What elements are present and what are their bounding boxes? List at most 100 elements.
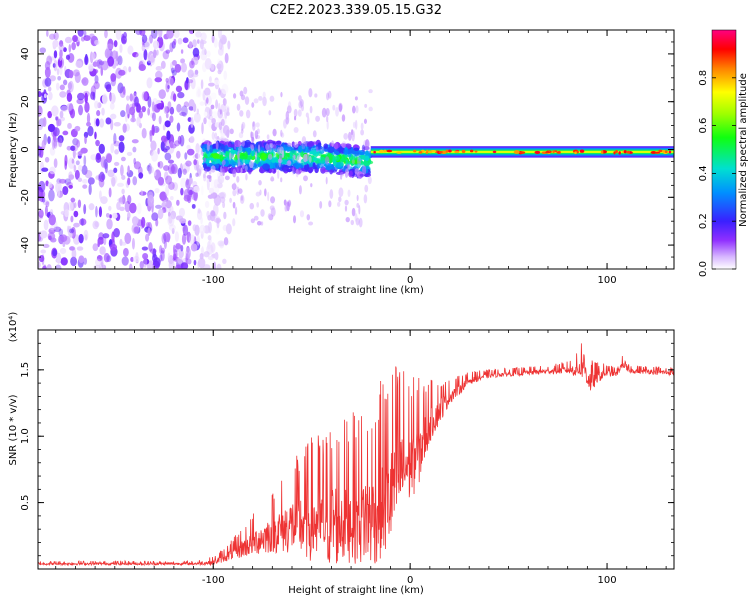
spectrogram-halo-blob — [312, 130, 317, 138]
spectrogram-halo-blob — [338, 187, 344, 198]
spectrogram-halo-blob — [347, 131, 352, 141]
spectrogram-noise-blob — [176, 103, 182, 113]
spectrogram-halo-blob — [315, 115, 320, 122]
spectrogram-noise-blob — [121, 188, 125, 195]
spectrogram-turbulent-blob — [352, 150, 356, 155]
spectrogram-noise-blob — [163, 105, 168, 114]
spectrogram-noise-blob — [53, 31, 59, 41]
spectrogram-noise-blob — [68, 174, 75, 180]
spectrogram-noise-blob — [48, 91, 53, 101]
spectrogram-noise-blob — [118, 69, 126, 76]
spectrogram-halo-blob — [303, 175, 308, 182]
colorbar-ticks: 0.0 0.2 0.4 0.6 0.8 — [698, 70, 736, 277]
spectrogram-noise-blob — [77, 177, 83, 183]
spectrogram-hotspot — [668, 150, 672, 154]
spectrogram-halo-blob — [270, 196, 276, 204]
spectrogram-noise-blob — [187, 79, 194, 84]
snr-y-tick-label: 1.0 — [20, 428, 31, 444]
spectrogram-noise-blob — [152, 40, 160, 49]
spectrogram-noise-blob — [180, 49, 184, 54]
spectrogram-halo-blob — [203, 173, 206, 179]
spectrogram-halo-blob — [355, 105, 359, 114]
spectrogram-noise-blob — [105, 117, 112, 125]
spectrogram-noise-blob — [109, 102, 115, 110]
spectrogram-halo-blob — [262, 91, 266, 98]
spectrogram-noise-blob — [204, 200, 210, 209]
spectrogram-halo-blob — [315, 146, 319, 153]
spectrogram-noise-blob — [202, 89, 206, 101]
spectrogram-noise-blob — [147, 163, 152, 175]
spectrogram-noise-blob — [113, 228, 120, 238]
spectrogram-halo-blob — [206, 141, 210, 152]
spectrogram-noise-blob — [220, 132, 226, 138]
spectrogram-halo-blob — [206, 97, 209, 104]
spectrogram-noise-blob — [63, 47, 67, 53]
spectrogram-halo-blob — [269, 95, 275, 102]
spectrogram-noise-blob — [70, 197, 76, 203]
spectrogram-noise-blob — [173, 38, 177, 46]
spectrogram-noise-blob — [165, 184, 169, 197]
spectrogram-noise-blob — [42, 243, 50, 249]
spectrogram-turbulent-blob — [312, 156, 318, 162]
spectrogram-noise-blob — [200, 79, 204, 90]
spectrogram-noise-blob — [211, 117, 216, 125]
spectrogram-noise-blob — [155, 127, 159, 133]
spectrogram-halo-blob — [232, 201, 236, 209]
spectrogram-noise-blob — [160, 140, 165, 152]
spectrogram-noise-blob — [105, 153, 112, 164]
spectrogram-noise-blob — [170, 67, 175, 74]
spectrogram-noise-blob — [167, 159, 175, 164]
spectrogram-halo-blob — [300, 104, 305, 112]
spectrogram-noise-blob — [100, 156, 107, 168]
spectrogram-halo-blob — [326, 120, 329, 130]
spectrogram-noise-blob — [79, 218, 87, 226]
spectrogram-noise-blob — [66, 181, 73, 188]
spectrogram-noise-blob — [213, 79, 220, 86]
spectrogram-turbulent-blob — [312, 162, 316, 170]
spectrogram-noise-blob — [59, 49, 63, 58]
spectrogram-hotspot — [664, 150, 668, 154]
spectrogram-noise-blob — [53, 50, 58, 59]
spectrogram-noise-blob — [131, 237, 135, 250]
spectrogram-halo-blob — [270, 176, 274, 182]
spectrogram-noise-blob — [54, 264, 62, 269]
spectrogram-noise-blob — [124, 232, 132, 245]
spectrogram-hotspot — [418, 150, 423, 154]
spectrogram-noise-blob — [223, 237, 229, 246]
spectrogram-halo-blob — [329, 189, 334, 199]
spectrogram-noise-blob — [83, 204, 87, 215]
spectrogram-noise-blob — [64, 154, 68, 166]
spectrogram-hotspot — [579, 149, 585, 153]
spectrogram-noise-blob — [191, 73, 199, 78]
spectrogram-noise-blob — [204, 58, 212, 70]
spectrogram-halo-blob — [245, 173, 248, 181]
spectrogram-noise-blob — [196, 108, 199, 115]
spectrogram-noise-blob — [113, 140, 121, 147]
spectrogram-turbulent-blob — [205, 158, 210, 164]
spectrogram-noise-blob — [96, 59, 103, 69]
spectrogram-noise-blob — [68, 157, 75, 169]
spectrogram-noise-blob — [48, 33, 56, 40]
spectrogram-noise-blob — [118, 141, 125, 153]
spectrogram-noise-blob — [199, 39, 204, 50]
snr-series-line — [38, 343, 674, 567]
spectrogram-noise-blob — [58, 137, 63, 148]
spectrogram-noise-blob — [180, 177, 187, 189]
spectrogram-halo-blob — [257, 144, 261, 153]
spectrogram-noise-blob — [219, 191, 227, 199]
spectrogram-noise-blob — [168, 181, 175, 190]
spectrogram-halo-blob — [208, 114, 213, 121]
spectrogram-hotspot — [469, 149, 474, 153]
spectrogram-noise-blob — [221, 83, 229, 95]
spectrogram-noise-blob — [146, 60, 151, 66]
spectrogram-noise-blob — [208, 76, 212, 83]
spectrogram-turbulent-blob — [303, 163, 310, 171]
spectrogram-y-tick-label: -40 — [20, 237, 31, 253]
spectrogram-noise-blob — [127, 212, 131, 219]
spectrogram-noise-blob — [68, 228, 75, 234]
spectrogram-noise-blob — [192, 181, 198, 188]
spectrogram-halo-blob — [277, 169, 280, 179]
spectrogram-noise-blob — [192, 39, 197, 48]
spectrogram-halo-blob — [240, 195, 244, 201]
spectrogram-turbulent-blob — [364, 150, 370, 157]
